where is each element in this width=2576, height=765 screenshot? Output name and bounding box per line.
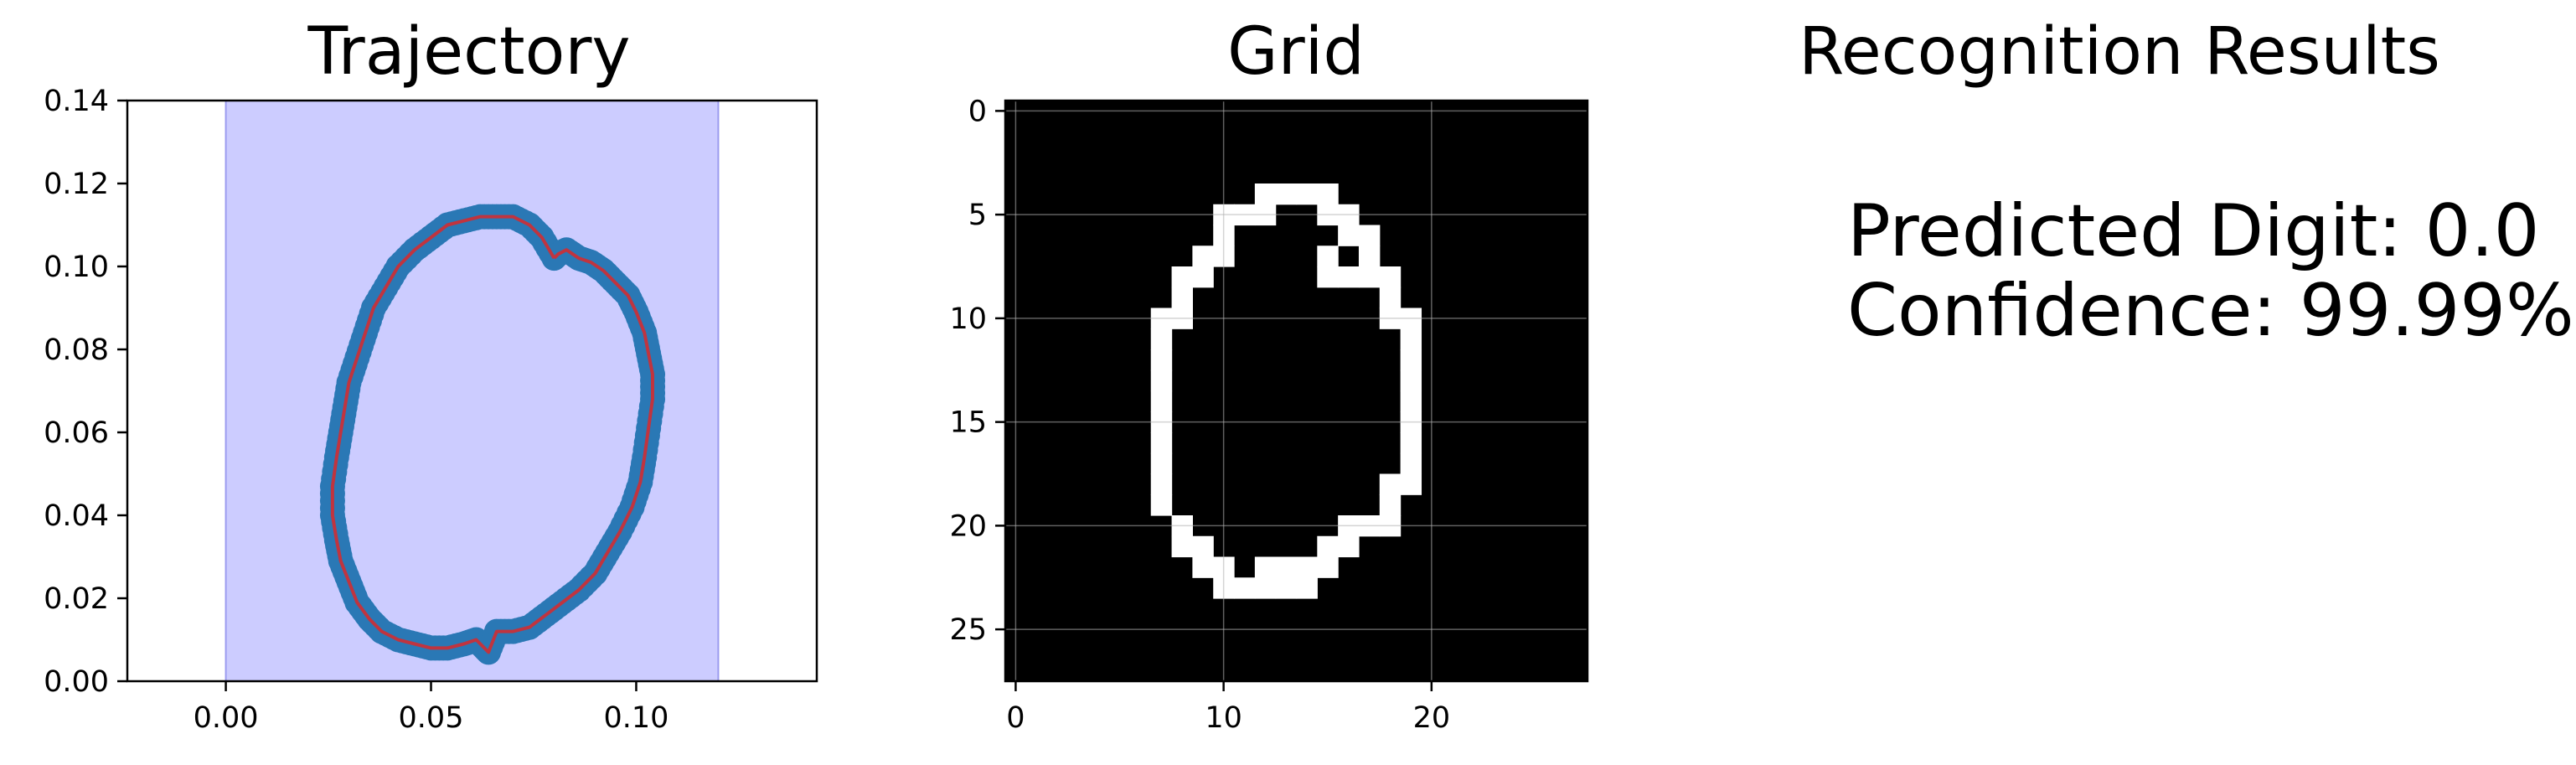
y-tick-label: 0.12 (44, 168, 109, 201)
confidence-text: Confidence: 99.99% (1847, 269, 2574, 353)
grid-pixel-on (1192, 266, 1214, 288)
grid-pixel-on (1358, 246, 1381, 267)
y-tick-label: 10 (949, 302, 987, 336)
grid-pixel-on (1171, 535, 1193, 558)
grid-pixel-on (1400, 432, 1422, 454)
grid-pixel-on (1338, 266, 1360, 288)
x-tick-label: 10 (1205, 701, 1242, 735)
grid-x-ticks: 0 10 20 (1006, 681, 1450, 735)
x-tick-label: 0 (1006, 701, 1025, 735)
grid-pixel-on (1254, 183, 1277, 205)
trajectory-y-ticks: 0.00 0.02 0.04 0.06 0.08 0.10 0.12 0.14 (44, 85, 127, 699)
y-tick-label: 20 (949, 509, 987, 543)
y-tick-label: 0.06 (44, 416, 109, 450)
y-tick-label: 5 (968, 199, 987, 232)
x-tick-label: 0.10 (603, 701, 669, 735)
grid-pixel-on (1150, 328, 1173, 350)
grid-pixel-on (1275, 183, 1298, 205)
results-title: Recognition Results (1799, 14, 2440, 90)
grid-pixel-on (1317, 535, 1339, 558)
grid-pixel-on (1400, 452, 1422, 475)
grid-pixel-on (1150, 432, 1173, 454)
grid-pixel-on (1150, 370, 1173, 392)
y-tick-label: 0.10 (44, 251, 109, 284)
y-tick-label: 0.08 (44, 333, 109, 367)
grid-pixel-on (1400, 390, 1422, 412)
grid-pixel-on (1338, 535, 1360, 558)
trajectory-path-line (330, 215, 654, 654)
grid-lines (1005, 101, 1587, 681)
grid-pixel-on (1150, 390, 1173, 412)
x-tick-label: 0.00 (194, 701, 259, 735)
y-tick-label: 25 (949, 613, 987, 647)
x-tick-label: 20 (1413, 701, 1451, 735)
grid-pixel-on (1192, 246, 1214, 267)
grid-y-ticks: 0 5 10 15 20 25 (949, 95, 1005, 647)
grid-pixel-on (1275, 577, 1298, 599)
grid-pixel-on (1171, 266, 1193, 288)
grid-pixel-on (1400, 328, 1422, 350)
y-tick-label: 15 (949, 406, 987, 440)
grid-pixel-on (1254, 556, 1277, 578)
grid-title: Grid (1227, 14, 1365, 90)
trajectory-x-ticks: 0.00 0.05 0.10 (194, 681, 669, 735)
grid-pixel-on (1254, 577, 1277, 599)
grid-pixel-on (1150, 349, 1173, 371)
grid-pixel-on (1358, 266, 1381, 288)
y-tick-label: 0.14 (44, 85, 109, 118)
grid-pixel-on (1296, 577, 1318, 599)
grid-pixel-on (1317, 183, 1339, 205)
grid-pixel-on (1358, 225, 1381, 246)
trajectory-chart: Trajectory 0.00 0.05 0.10 0.00 0.02 0.04 0.06… (44, 14, 818, 735)
y-tick-label: 0.00 (44, 665, 109, 699)
grid-pixel-on (1317, 246, 1339, 267)
results-panel: Recognition Results Predicted Digit: 0.0… (1799, 14, 2574, 353)
grid-axes-frame (1004, 99, 1589, 683)
grid-pixel-on (1192, 535, 1214, 558)
trajectory-title: Trajectory (307, 14, 630, 90)
y-tick-label: 0.02 (44, 582, 109, 616)
grid-pixel-on (1379, 266, 1402, 288)
grid-pixel-on (1400, 473, 1422, 495)
grid-pixel-on (1234, 577, 1256, 599)
grid-pixel-on (1171, 287, 1193, 309)
x-tick-label: 0.05 (399, 701, 464, 735)
grid-pixel-on (1379, 473, 1402, 495)
grid-pixel-on (1150, 452, 1173, 475)
y-tick-label: 0 (968, 95, 987, 128)
grid-pixel-on (1296, 183, 1318, 205)
shaded-bounding-region (225, 100, 720, 682)
grid-pixel-on (1379, 287, 1402, 309)
grid-pixel-on (1400, 370, 1422, 392)
grid-pixel-on (1150, 473, 1173, 495)
grid-pixel-on (1150, 494, 1173, 516)
grid-chart: Grid 0 10 20 0 5 10 15 20 25 (949, 14, 1589, 735)
grid-pixel-on (1317, 556, 1339, 578)
trajectory-shaded-region (225, 100, 720, 682)
grid-pixel-on (1296, 556, 1318, 578)
predicted-digit-text: Predicted Digit: 0.0 (1847, 189, 2539, 273)
grid-pixel-on (1400, 349, 1422, 371)
grid-pixel-on (1192, 556, 1214, 578)
trajectory-line (330, 215, 654, 654)
grid-pixel-on (1317, 266, 1339, 288)
grid-pixel-on (1338, 225, 1360, 246)
grid-pixel-on (1275, 556, 1298, 578)
grid-pixel-on (1379, 494, 1402, 516)
y-tick-label: 0.04 (44, 499, 109, 533)
trajectory-axes-frame (126, 99, 818, 683)
